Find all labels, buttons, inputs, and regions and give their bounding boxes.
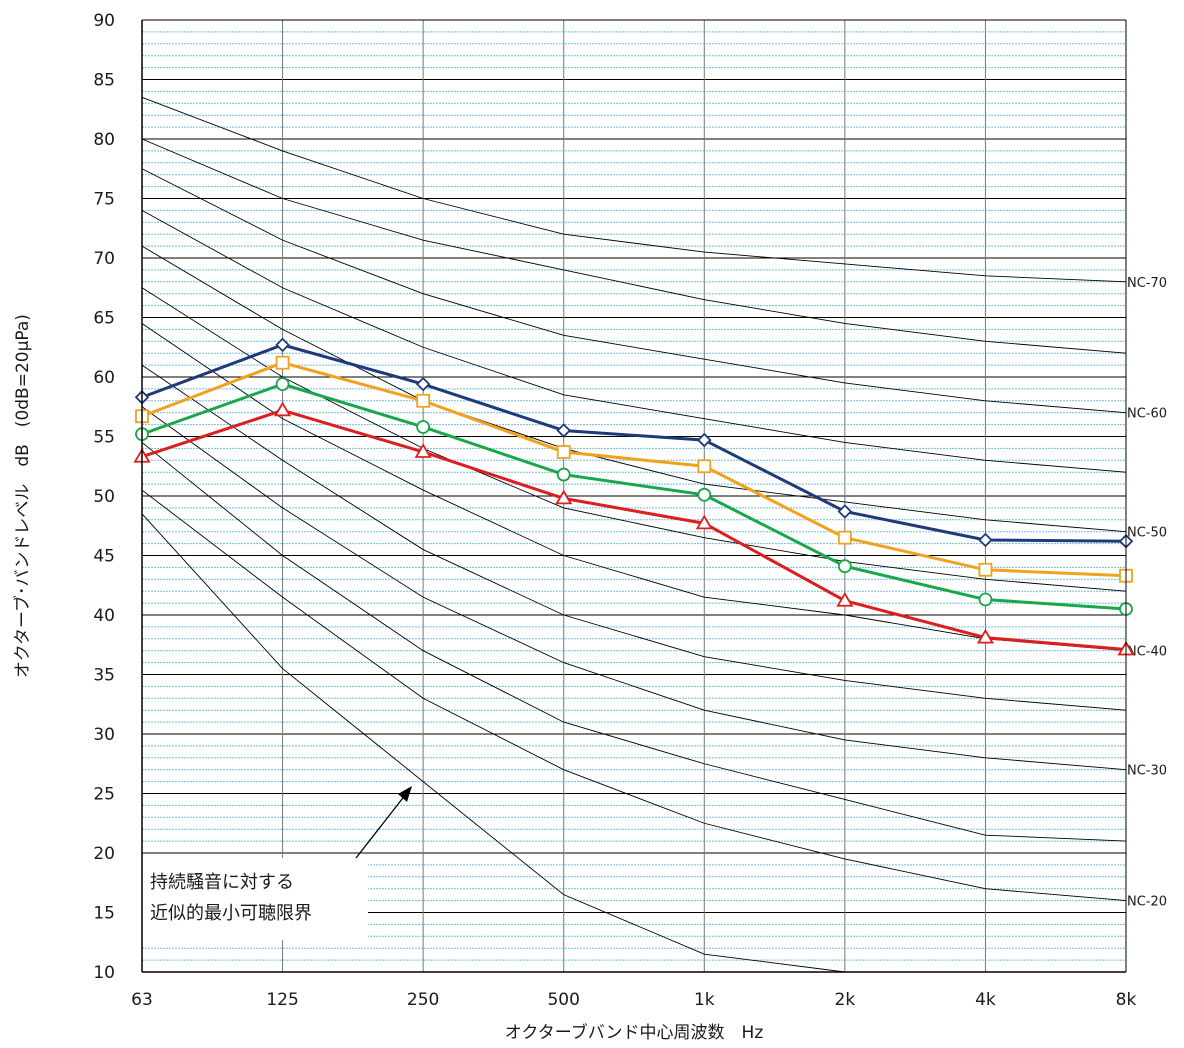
- nc-curve: [141, 442, 1127, 842]
- annotation-arrow: [355, 793, 407, 859]
- x-tick-label: 250: [407, 990, 439, 1010]
- nc-curve: [141, 489, 1127, 902]
- data-point-marker: [416, 393, 431, 408]
- data-point-marker: [274, 401, 292, 417]
- data-point-marker: [275, 337, 290, 353]
- x-tick-label: 8k: [1116, 990, 1137, 1010]
- y-tick-label: 20: [93, 844, 115, 864]
- data-point-marker: [978, 592, 993, 607]
- x-tick-label: 125: [266, 990, 298, 1010]
- y-tick-label: 90: [93, 11, 115, 31]
- nc-curves: NC-70 NC-60 NC-50 NC-40 NC-30 NC-20: [141, 96, 1167, 973]
- y-tick-label: 65: [93, 309, 115, 329]
- annotation-box: [142, 858, 368, 940]
- series-line: [141, 382, 1127, 611]
- x-tick-label: 63: [131, 990, 153, 1010]
- data-point-marker: [978, 562, 993, 577]
- annotation-line-1: 持続騒音に対する: [150, 872, 294, 893]
- nc-curve: [141, 513, 845, 973]
- nc-curve: [141, 287, 1127, 592]
- axes: [141, 19, 1127, 973]
- data-point-marker: [836, 591, 854, 607]
- y-tick-label: 40: [93, 606, 115, 626]
- data-point-marker: [695, 514, 713, 530]
- data-point-marker: [976, 628, 994, 644]
- data-point-marker: [556, 423, 571, 438]
- data-point-marker: [275, 355, 290, 370]
- y-tick-label: 70: [93, 249, 115, 269]
- nc-curve: [141, 168, 1127, 414]
- data-point-marker: [556, 445, 571, 459]
- y-tick-label: 80: [93, 130, 115, 150]
- nc-curve: [141, 364, 1127, 711]
- data-point-marker: [697, 432, 712, 448]
- x-tick-label: 2k: [835, 990, 856, 1010]
- data-point-marker: [697, 487, 712, 502]
- nc-curve: [141, 406, 1127, 771]
- y-tick-label: 75: [93, 190, 115, 210]
- series-line: [141, 343, 1127, 543]
- annotation-line-2: 近似的最小可聴限界: [150, 903, 312, 924]
- data-point-marker: [414, 443, 432, 458]
- nc-curve: [141, 138, 1127, 354]
- y-tick-label: 45: [93, 547, 115, 567]
- nc-curve-label: NC-30: [1127, 764, 1167, 779]
- nc-curve: [141, 323, 1127, 652]
- nc-curve-label: NC-70: [1127, 276, 1167, 291]
- nc-curve-label: NC-60: [1127, 407, 1167, 422]
- y-axis-title: オクターブ･バンドレベル dB (0dB=20μPa): [12, 314, 33, 678]
- series-line: [141, 408, 1127, 652]
- nc-curve-label: NC-20: [1127, 895, 1167, 910]
- data-point-marker: [697, 459, 712, 474]
- x-tick-label: 1k: [694, 990, 715, 1010]
- annotation-arrowhead: [398, 786, 412, 802]
- y-tick-label: 25: [93, 785, 115, 805]
- data-point-marker: [978, 532, 993, 548]
- data-point-marker: [275, 377, 290, 392]
- nc-curve: [141, 210, 1127, 473]
- y-tick-label: 10: [93, 963, 115, 983]
- data-point-marker: [416, 420, 431, 434]
- data-point-marker: [837, 559, 852, 574]
- x-tick-label: 4k: [975, 990, 996, 1010]
- annotation-background: [142, 858, 368, 940]
- nc-curve-label: NC-40: [1127, 645, 1167, 660]
- labels: 10 15 20 25 30 35 40 45 50 55 60 65 70 75 80 85 90 63 125 2…: [12, 11, 1136, 1043]
- data-point-marker: [837, 530, 852, 545]
- series-line: [141, 361, 1127, 578]
- nc-curve-label: NC-50: [1127, 526, 1167, 541]
- x-axis-title: オクターブバンド中心周波数 Hz: [505, 1022, 764, 1043]
- data-series: [133, 337, 1135, 656]
- y-tick-label: 35: [93, 666, 115, 686]
- y-tick-label: 30: [93, 725, 115, 745]
- y-tick-label: 55: [93, 428, 115, 448]
- data-point-marker: [837, 504, 853, 519]
- data-point-marker: [555, 489, 573, 505]
- nc-curve: [141, 245, 1127, 533]
- data-point-marker: [415, 376, 431, 392]
- y-tick-label: 50: [93, 487, 115, 507]
- nc-curve: [141, 96, 1127, 283]
- y-tick-label: 60: [93, 368, 115, 388]
- y-tick-label: 85: [93, 71, 115, 91]
- data-point-marker: [556, 467, 571, 482]
- x-tick-label: 500: [547, 990, 579, 1010]
- y-tick-label: 15: [93, 904, 115, 924]
